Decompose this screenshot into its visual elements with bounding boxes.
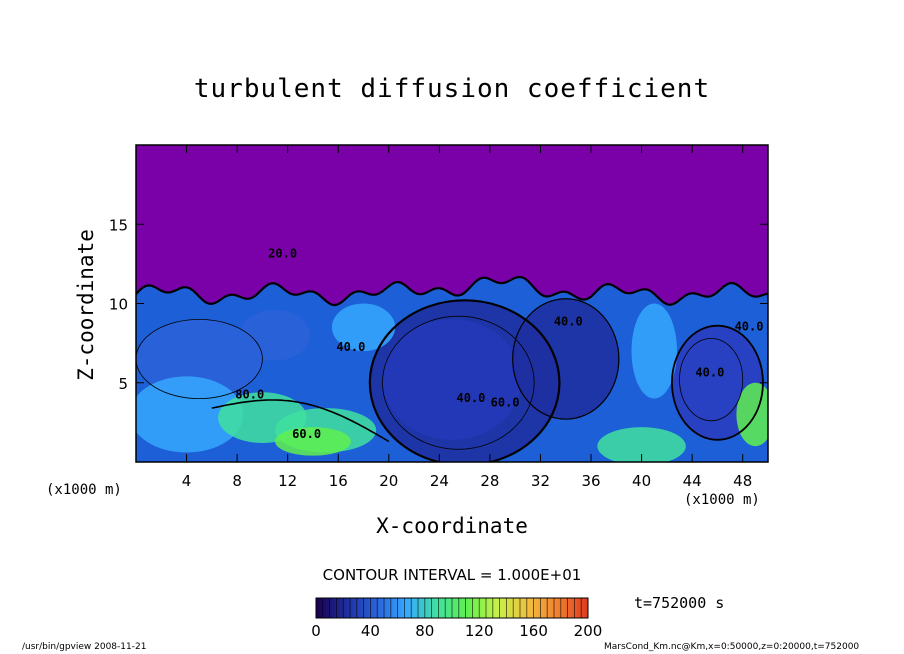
field-region <box>136 376 244 453</box>
x-tick-label: 36 <box>581 472 600 490</box>
colorbar-tick-label: 160 <box>519 622 548 640</box>
contour-line <box>679 337 744 422</box>
y-tick-label: 15 <box>109 216 128 234</box>
field-region <box>239 309 311 361</box>
contour-line <box>211 399 390 443</box>
footer-program-date: /usr/bin/gpview 2008-11-21 <box>22 642 147 652</box>
field-region <box>631 303 677 399</box>
x-tick-label: 12 <box>278 472 297 490</box>
field-region <box>331 303 396 352</box>
x-axis-label: X-coordinate <box>376 514 528 538</box>
x-tick-label: 4 <box>182 472 192 490</box>
colorbar-tick-label: 80 <box>415 622 434 640</box>
x-tick-label: 48 <box>733 472 752 490</box>
x-tick-label: 40 <box>632 472 651 490</box>
heatmap-plot-area <box>136 145 768 462</box>
y-tick-label: 5 <box>118 375 128 393</box>
colorbar: 0 40 80 120 160 200 <box>311 597 603 640</box>
contour-line <box>512 298 620 420</box>
colorbar-tick-label: 40 <box>361 622 380 640</box>
contour-labels: 20.0 40.0 80.0 60.0 40.0 60.0 40.0 40.0 40.0 <box>235 247 763 442</box>
colorbar-tick-label: 0 <box>311 622 321 640</box>
field-region <box>512 298 619 420</box>
x-tick-label: 28 <box>480 472 499 490</box>
contour-label: 80.0 <box>235 388 264 402</box>
field-region <box>736 382 768 447</box>
x-axis-ticks: 4 8 12 16 20 24 28 32 36 40 44 48 <box>182 145 752 490</box>
x-tick-label: 16 <box>329 472 348 490</box>
contour-label: 20.0 <box>268 247 297 261</box>
x-tick-label: 32 <box>531 472 550 490</box>
y-axis-label: Z-coordinate <box>74 229 98 381</box>
contour-label: 60.0 <box>292 427 321 441</box>
y-axis-ticks: 5 10 15 <box>109 216 768 393</box>
chart-title: turbulent diffusion coefficient <box>193 74 711 104</box>
colorbar-tick-label: 120 <box>465 622 494 640</box>
x-unit-label-left: (x1000 m) <box>46 482 122 498</box>
field-region <box>382 319 522 440</box>
field-region <box>597 427 686 462</box>
footer-data-source: MarsCond_Km.nc@Km,x=0:50000,z=0:20000,t=… <box>604 642 860 652</box>
contour-label: 40.0 <box>735 319 764 333</box>
x-unit-label-right: (x1000 m) <box>684 492 760 508</box>
contour-label: 40.0 <box>457 391 486 405</box>
contour-line <box>136 275 768 307</box>
x-tick-label: 20 <box>379 472 398 490</box>
field-region <box>275 427 351 456</box>
contour-label: 40.0 <box>336 340 365 354</box>
y-tick-label: 10 <box>109 296 128 314</box>
contour-label: 60.0 <box>491 396 520 410</box>
contour-interval-label: CONTOUR INTERVAL = 1.000E+01 <box>322 566 582 584</box>
contour-line <box>382 315 535 450</box>
contour-line <box>368 299 561 462</box>
colorbar-tick-label: 200 <box>574 622 603 640</box>
contour-line <box>136 318 263 399</box>
x-tick-label: 24 <box>430 472 449 490</box>
x-tick-label: 44 <box>683 472 702 490</box>
contour-label: 40.0 <box>554 315 583 329</box>
contour-label: 40.0 <box>695 365 724 379</box>
x-tick-label: 8 <box>232 472 242 490</box>
time-label: t=752000 s <box>634 594 725 612</box>
